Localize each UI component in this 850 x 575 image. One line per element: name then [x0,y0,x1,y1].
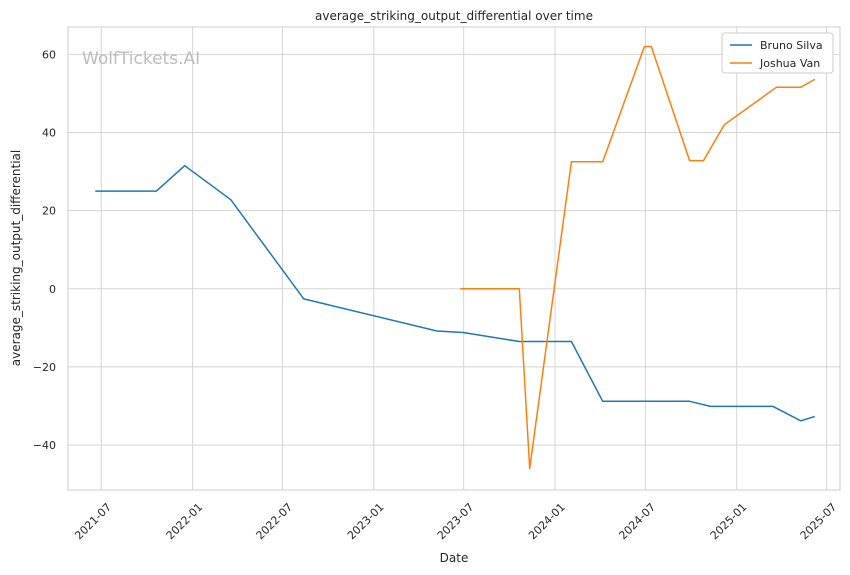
y-tick-label: 60 [42,48,56,61]
y-tick-label: −40 [33,439,56,452]
watermark-text: WolfTickets.AI [82,49,200,69]
x-tick-label: 2023-07 [435,501,477,543]
x-tick-label: 2024-01 [526,501,568,543]
x-tick-label: 2022-07 [254,501,296,543]
legend: Bruno Silva Joshua Van [721,32,834,74]
plot-area [67,26,841,491]
x-axis-title: Date [440,551,469,565]
y-tick-label: −20 [33,361,56,374]
y-tick-label: 20 [42,205,56,218]
x-axis-ticks: 2021-07 2022-01 2022-07 2023-01 2023-07 2024-… [72,501,839,543]
series-lines [95,45,816,470]
series-line-bruno-silva [95,164,815,422]
y-tick-label: 0 [49,283,56,296]
series-line-joshua-van [460,45,816,470]
legend-label-joshua-van: Joshua Van [759,57,820,70]
x-tick-label: 2025-07 [798,501,840,543]
x-tick-label: 2022-01 [164,501,206,543]
x-tick-label: 2021-07 [72,501,114,543]
x-tick-label: 2025-01 [708,501,750,543]
x-tick-label: 2024-07 [616,501,658,543]
grid [68,27,840,490]
legend-label-bruno-silva: Bruno Silva [760,39,823,52]
y-axis-title: average_striking_output_differential [9,150,23,366]
x-tick-label: 2023-01 [345,501,387,543]
chart-title: average_striking_output_differential ove… [315,9,593,23]
y-axis-ticks: −40 −20 0 20 40 60 [33,48,56,452]
y-tick-label: 40 [42,126,56,139]
